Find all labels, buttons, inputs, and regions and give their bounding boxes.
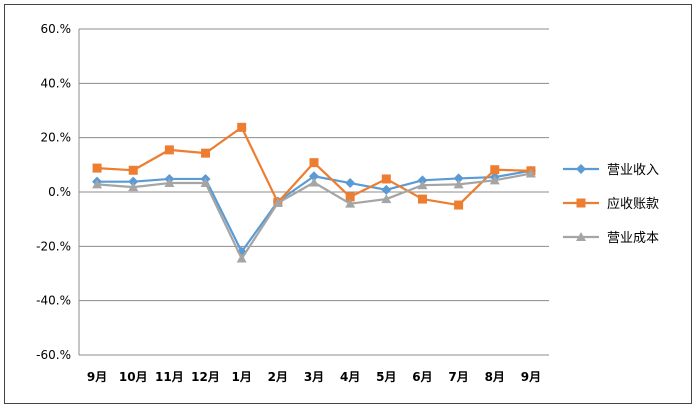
data-point	[201, 148, 211, 158]
data-point	[272, 197, 283, 207]
data-point	[489, 175, 500, 185]
data-point	[237, 122, 247, 132]
y-tick-label: -60.%	[36, 348, 71, 362]
x-tick-label: 12月	[191, 370, 220, 384]
data-point	[453, 173, 464, 184]
y-tick-label: 60.%	[41, 22, 72, 36]
x-tick-label: 4月	[340, 370, 360, 384]
legend-item: 营业收入	[563, 163, 659, 178]
chart-frame: 60.% 40.% 20.% 0.% -20.% -40.% -60.% 9月 10月 11月 1…	[4, 4, 692, 404]
legend-marker	[576, 164, 586, 174]
legend-label: 营业收入	[607, 163, 659, 178]
x-tick-label: 9月	[521, 370, 541, 384]
data-point	[164, 178, 175, 188]
data-point	[309, 171, 319, 182]
x-tick-label: 8月	[485, 370, 505, 384]
data-point	[164, 145, 174, 155]
x-tick-label: 10月	[119, 370, 148, 384]
legend-marker	[576, 232, 586, 241]
x-tick-label: 11月	[155, 370, 184, 384]
y-tick-label: -40.%	[36, 294, 71, 308]
data-point	[128, 165, 138, 175]
y-tick-label: 20.%	[41, 131, 72, 145]
data-point	[381, 174, 391, 184]
legend-marker	[576, 198, 586, 208]
x-tick-label: 9月	[87, 370, 107, 384]
x-tick-label: 3月	[304, 370, 324, 384]
data-point	[200, 178, 211, 188]
data-point	[417, 180, 428, 190]
data-point	[236, 253, 247, 263]
legend-label: 营业成本	[607, 231, 659, 246]
y-tick-labels: 60.% 40.% 20.% 0.% -20.% -40.% -60.%	[36, 22, 71, 362]
data-point	[92, 163, 102, 173]
data-point	[345, 198, 356, 208]
series-lines	[92, 122, 536, 263]
series-1	[92, 122, 536, 210]
legend-item: 营业成本	[563, 231, 659, 246]
data-point	[453, 179, 464, 189]
y-tick-label: 0.%	[48, 185, 71, 199]
data-point	[381, 184, 392, 195]
x-tick-labels: 9月 10月 11月 12月 1月 2月 3月 4月 5月 6月 7月 8月 9月	[87, 370, 541, 384]
x-tick-label: 1月	[232, 370, 252, 384]
x-tick-label: 6月	[412, 370, 432, 384]
legend-label: 应收账款	[607, 196, 659, 212]
legend-item: 应收账款	[563, 196, 659, 212]
x-tick-label: 5月	[376, 370, 396, 384]
data-point	[309, 158, 319, 168]
y-tick-label: -20.%	[36, 239, 71, 253]
x-tick-label: 2月	[268, 370, 288, 384]
data-point	[309, 177, 319, 187]
data-point	[381, 194, 392, 204]
data-point	[454, 200, 464, 210]
series-2	[92, 168, 536, 263]
data-point	[128, 182, 139, 192]
data-point	[525, 168, 536, 178]
y-tick-label: 40.%	[41, 76, 72, 90]
x-tick-label: 7月	[448, 370, 468, 384]
data-point	[490, 165, 500, 175]
data-point	[417, 194, 427, 204]
data-point	[345, 178, 356, 189]
line-chart: 60.% 40.% 20.% 0.% -20.% -40.% -60.% 9月 10月 11月 1…	[36, 22, 659, 384]
data-point	[92, 179, 103, 189]
data-point	[128, 176, 139, 187]
gridlines	[79, 28, 549, 356]
data-point	[345, 192, 355, 202]
